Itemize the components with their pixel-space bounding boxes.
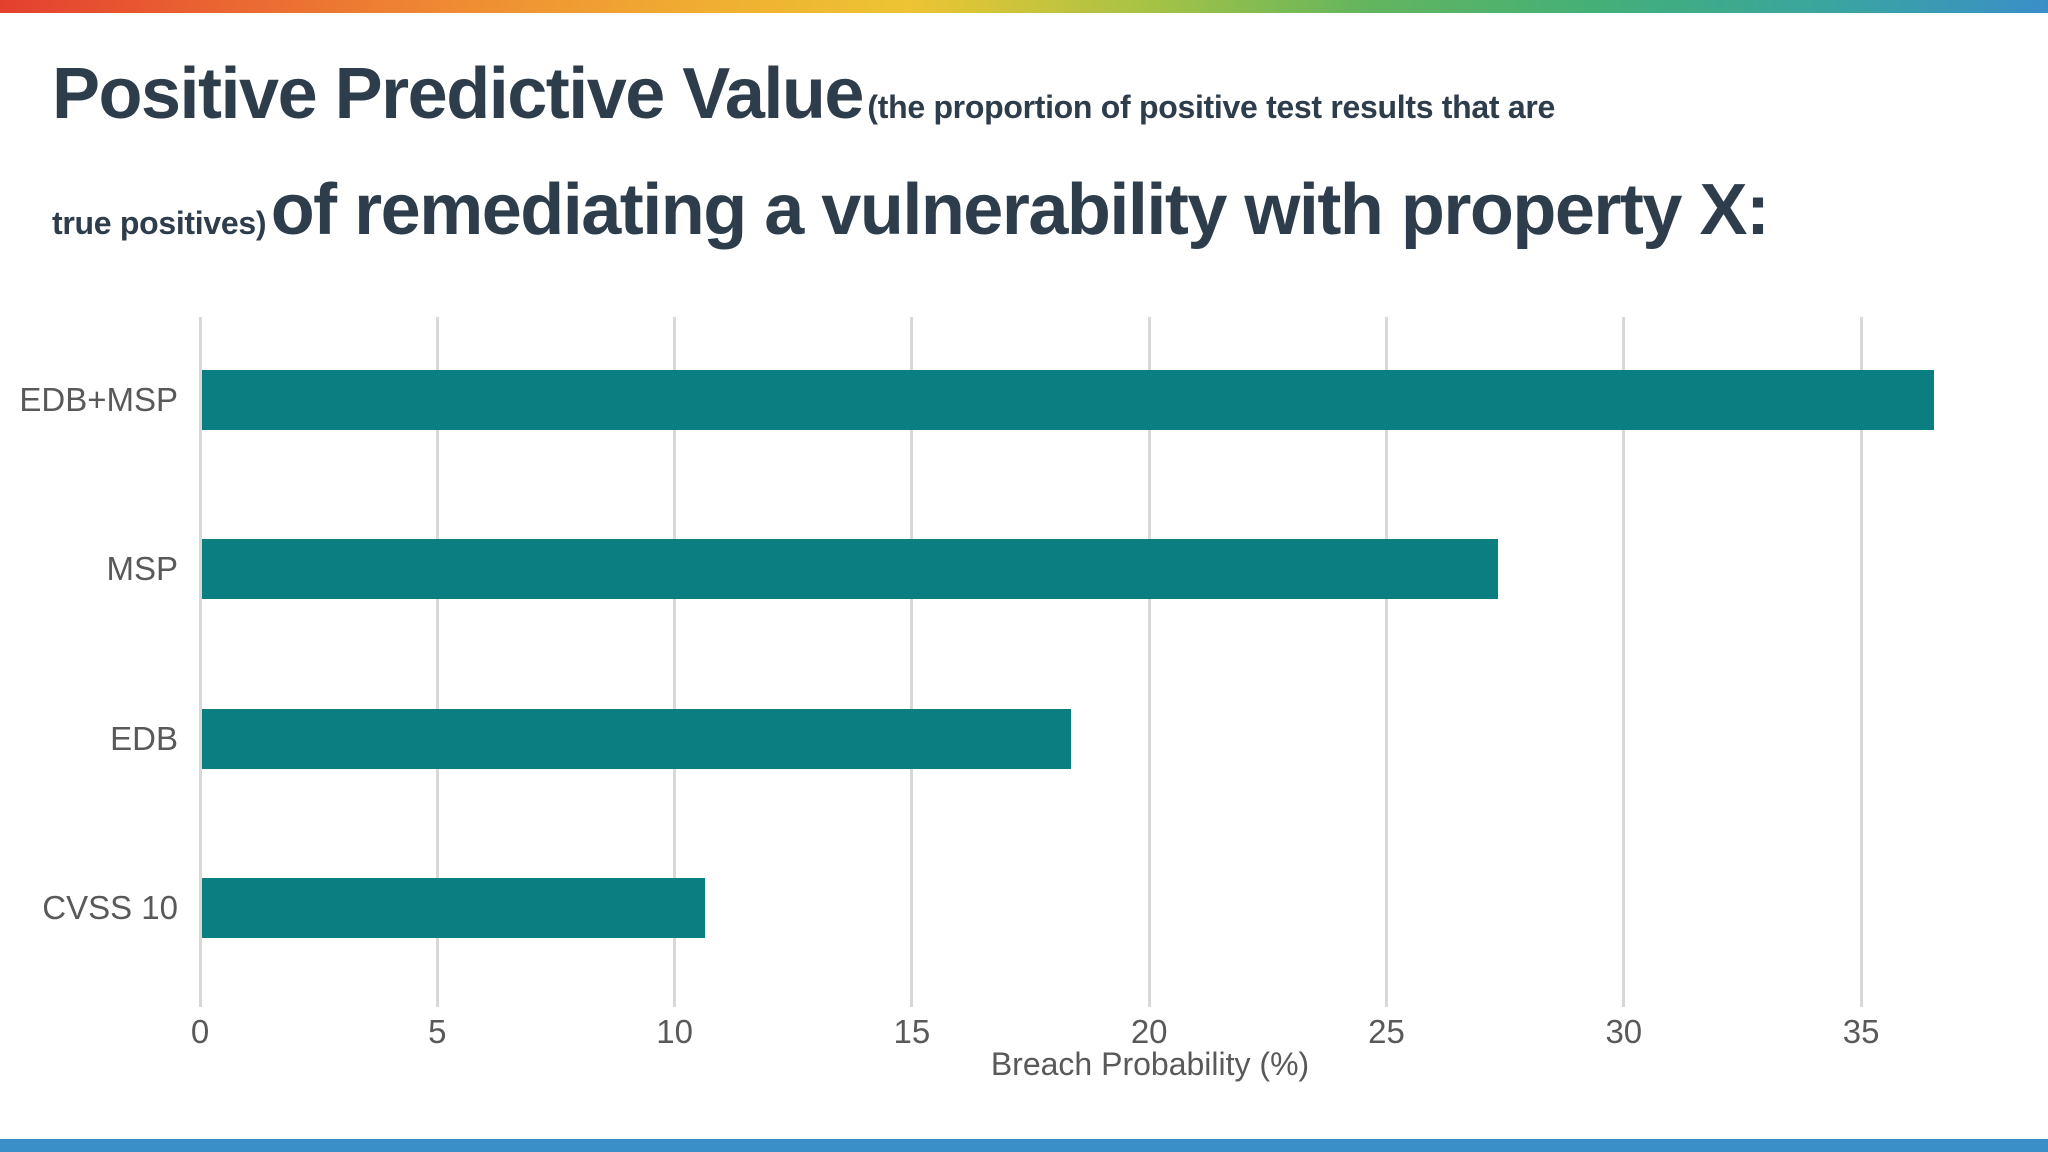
x-tick-label-30: 30: [1605, 1013, 1643, 1050]
x-axis-title: Breach Probability (%): [990, 1046, 1310, 1082]
gridline-35: [1859, 317, 1863, 1007]
gridline-0: [198, 317, 202, 1007]
title-line-1: Positive Predictive Value (the proportio…: [52, 46, 2012, 162]
x-tick-label-5: 5: [428, 1013, 447, 1050]
title-parenthetical-start: (the proportion of positive test results…: [867, 89, 1555, 125]
title-main-text: Positive Predictive Value: [52, 54, 864, 134]
y-axis-label-msp: MSP: [106, 550, 178, 588]
title-main-text-2: of remediating a vulnerability with prop…: [270, 170, 1770, 250]
x-tick-label-35: 35: [1842, 1013, 1880, 1050]
page-title: Positive Predictive Value (the proportio…: [52, 46, 2012, 278]
gridline-30: [1622, 317, 1626, 1007]
x-tick-label-0: 0: [190, 1013, 210, 1050]
bar-edb-msp: [202, 370, 1935, 430]
gridline-20: [1147, 317, 1151, 1007]
bar-msp: [202, 539, 1498, 600]
title-parenthetical-end: true positives): [52, 205, 267, 241]
top-gradient-strip: [0, 0, 2048, 13]
x-tick-label-10: 10: [656, 1013, 693, 1050]
x-tick-label-15: 15: [893, 1013, 931, 1050]
y-axis-label-edb: EDB: [110, 719, 178, 757]
gridline-15: [910, 317, 914, 1007]
bottom-accent-bar: [0, 1139, 2048, 1152]
bar-edb: [202, 708, 1071, 769]
y-axis-label-cvss-10: CVSS 10: [42, 888, 178, 926]
x-tick-label-25: 25: [1368, 1013, 1405, 1050]
gridline-5: [435, 317, 439, 1007]
gridline-10: [673, 317, 677, 1007]
title-line-2: true positives) of remediating a vulnera…: [52, 162, 2012, 278]
bar-cvss-10: [202, 877, 706, 938]
x-tick-label-20: 20: [1130, 1013, 1168, 1050]
gridline-25: [1385, 317, 1388, 1007]
y-axis-label-edb-msp: EDB+MSP: [19, 381, 178, 418]
